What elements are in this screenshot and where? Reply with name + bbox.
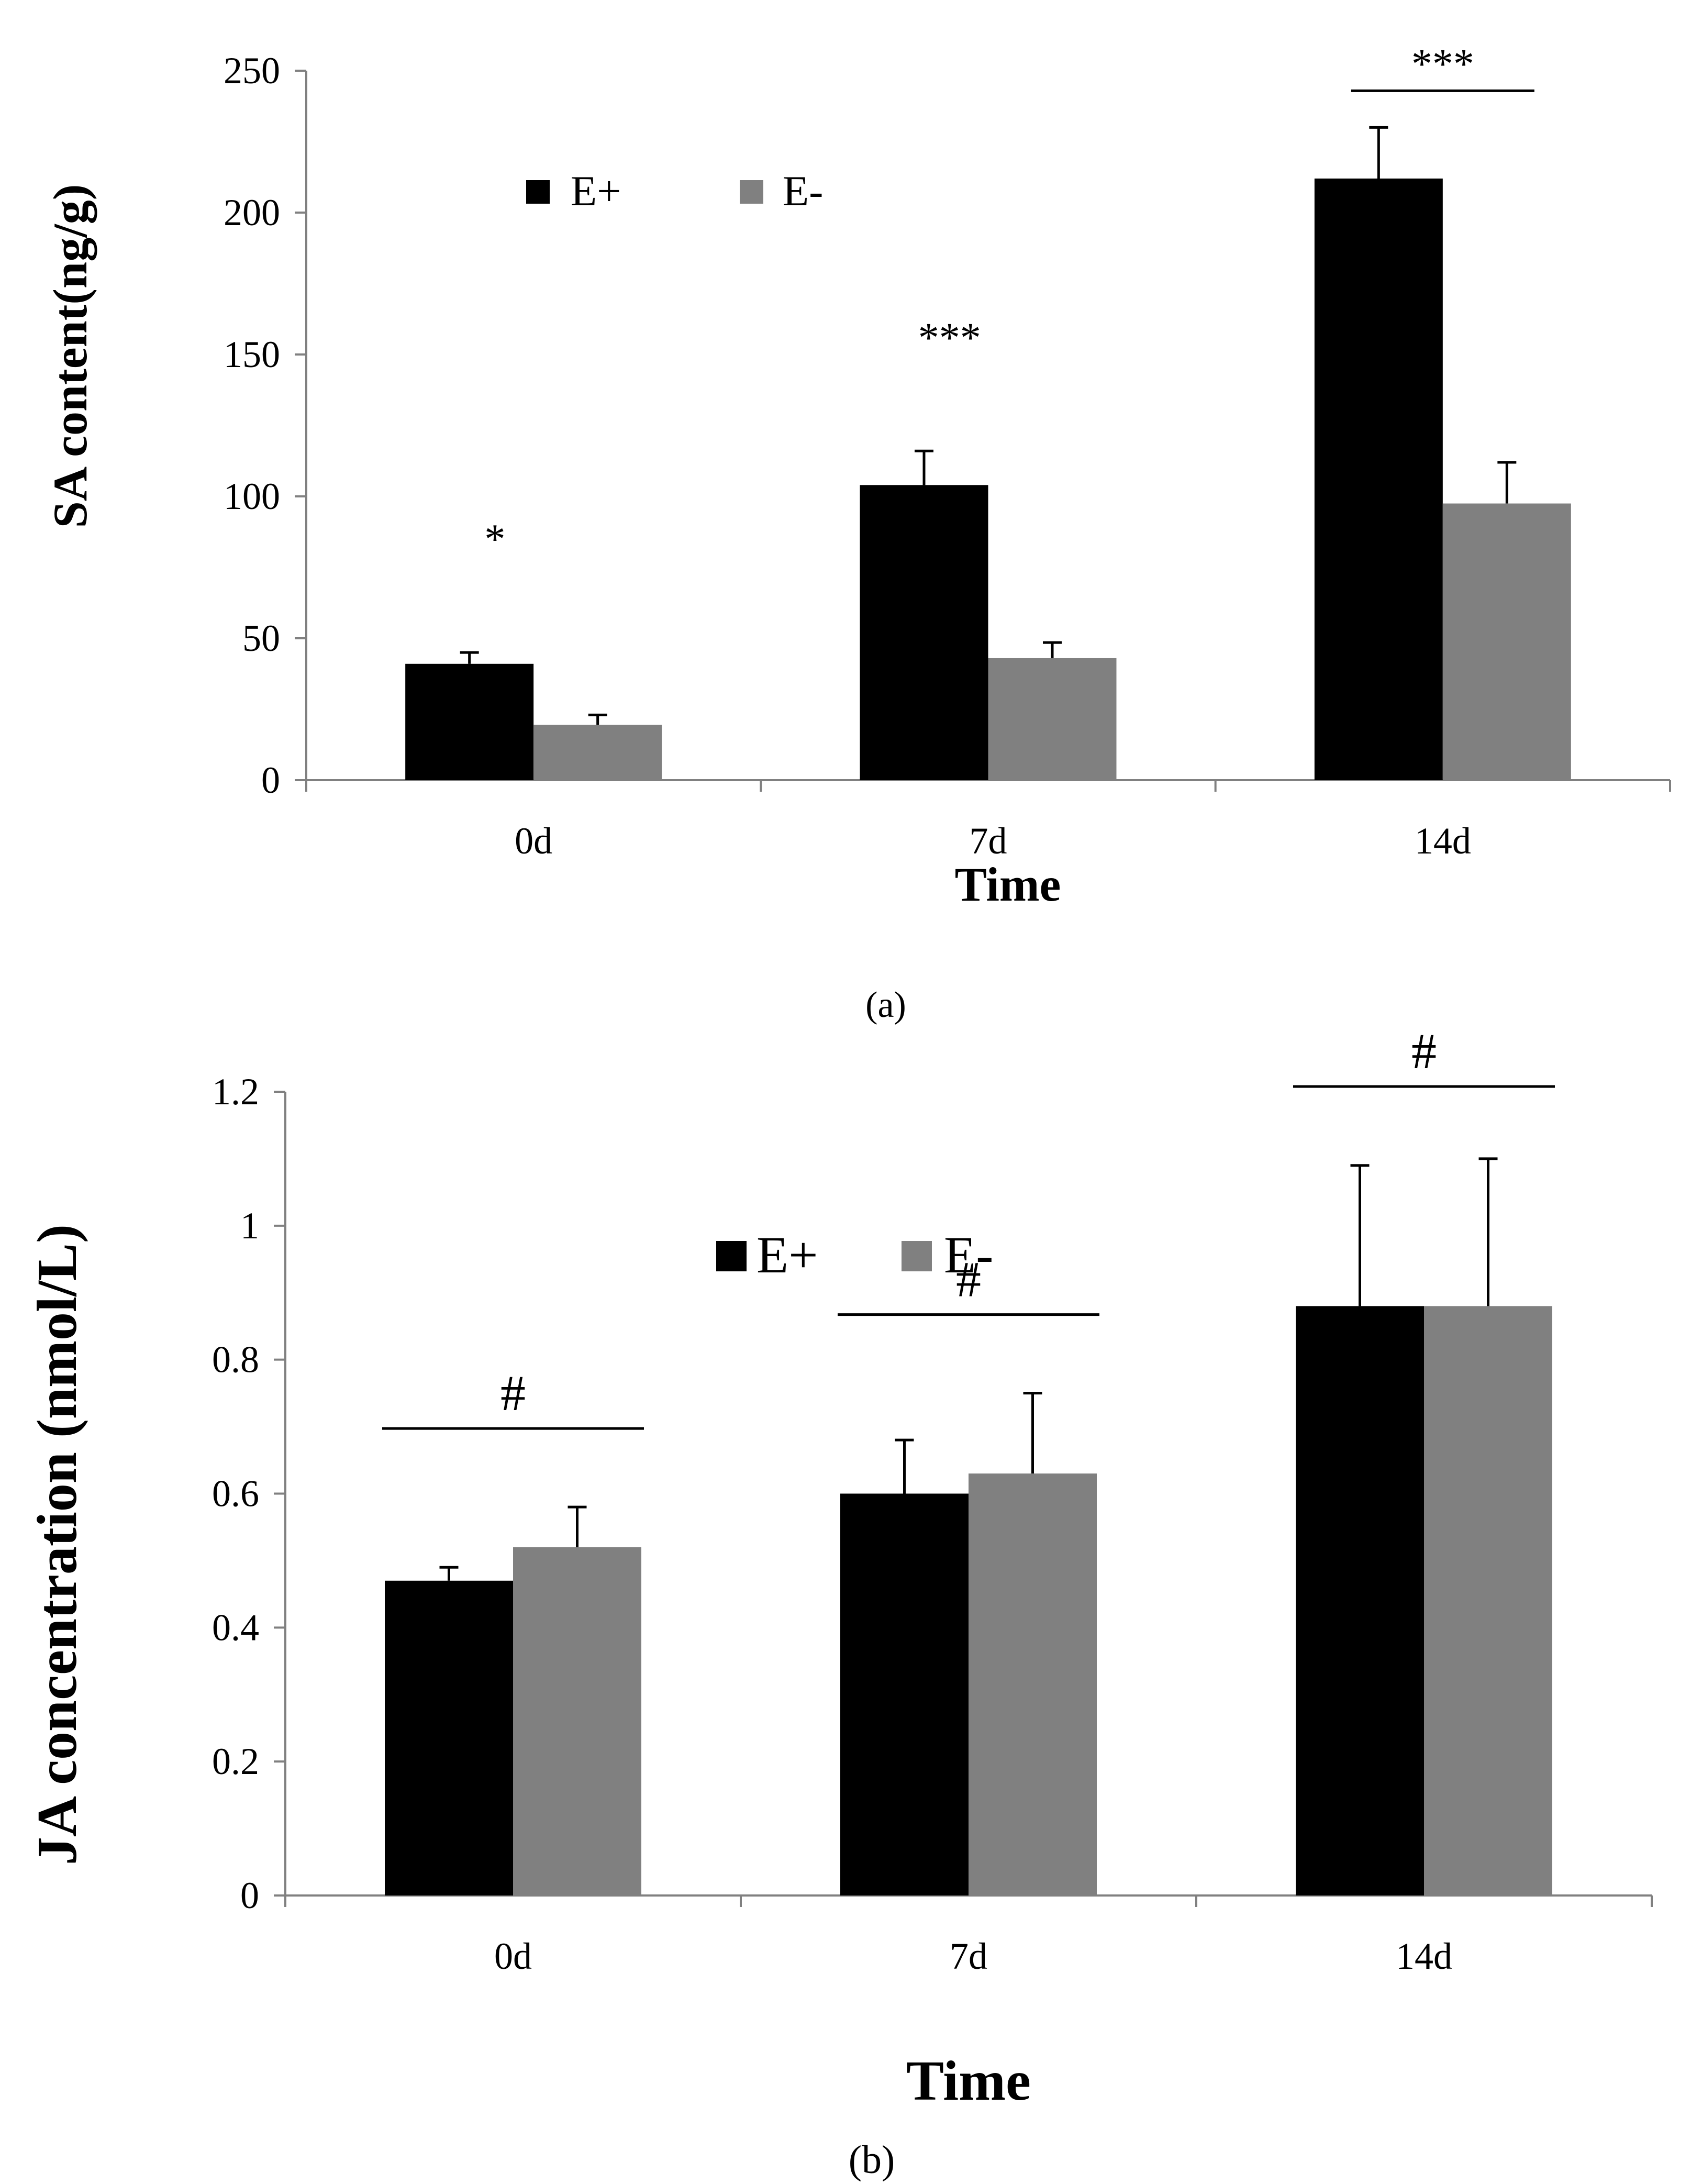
panel-b-y-tick-label: 0.8 (212, 1339, 259, 1381)
panel-a-bar-e-plus-7d (860, 485, 988, 780)
panel-a-bar-e-minus-0d (533, 725, 662, 780)
panel-a-y-tick-label: 50 (242, 617, 280, 659)
panel-a-plot-area: 0 50 100 150 200 250 0d * 7d *** 14d *** (224, 41, 1671, 862)
panel-b-significance-label: # (1411, 1023, 1437, 1079)
panel-b-plot-area: 0 0.2 0.4 0.6 0.8 1 1.2 0d #7d #14d # (212, 1023, 1653, 1977)
panel-a-x-tick-label: 0d (515, 820, 552, 862)
panel-a-y-tick-label: 250 (224, 50, 280, 92)
panel-b-y-tick-label: 0.6 (212, 1473, 259, 1515)
panel-b-y-tick-label: 0 (240, 1875, 259, 1916)
panel-b-x-tick-label: 7d (950, 1935, 987, 1977)
panel-a-bar-e-minus-7d (988, 658, 1117, 780)
panel-a-y-axis-title: SA content(ng/g) (43, 184, 97, 528)
panel-b-label: (b) (849, 2138, 895, 2182)
panel-b-y-axis-title: JA concentration (nmol/L) (26, 1224, 88, 1865)
panel-a-bar-e-minus-14d (1442, 503, 1571, 780)
panel-a-bar-e-plus-14d (1314, 178, 1443, 781)
panel-b-y-tick-label: 0.2 (212, 1740, 259, 1782)
legend-swatch-e-minus (902, 1241, 932, 1271)
panel-b-bar-e-minus-0d (513, 1547, 641, 1895)
panel-b-significance-label: # (956, 1251, 981, 1307)
legend-swatch-e-minus (740, 180, 763, 204)
panel-b-y-tick-label: 1 (240, 1205, 259, 1247)
panel-a-sa-content-chart: SA content(ng/g) Time (a) E+ E- 0 50 100 15… (43, 41, 1671, 1025)
panel-a-y-tick-label: 200 (224, 192, 280, 234)
panel-b-x-tick-label: 0d (494, 1935, 532, 1977)
panel-b-bar-e-minus-14d (1424, 1306, 1552, 1895)
legend-label-e-minus: E- (783, 167, 823, 215)
panel-b-y-tick-label: 1.2 (212, 1071, 259, 1113)
panel-b-x-tick-label: 14d (1396, 1935, 1452, 1977)
legend-swatch-e-plus (526, 180, 550, 204)
panel-a-x-tick-label: 14d (1415, 820, 1471, 862)
panel-b-bar-e-plus-0d (385, 1580, 513, 1895)
panel-b-y-tick-label: 0.4 (212, 1606, 259, 1648)
panel-b-significance-label: # (500, 1365, 526, 1421)
legend-swatch-e-plus (716, 1241, 747, 1271)
panel-a-y-tick-label: 150 (224, 334, 280, 375)
panel-a-bar-e-plus-0d (405, 663, 534, 780)
panel-b-bar-e-plus-7d (840, 1493, 969, 1895)
panel-a-y-tick-label: 100 (224, 475, 280, 517)
panel-a-significance-label: *** (1411, 41, 1474, 87)
legend-label-e-plus: E+ (571, 167, 621, 215)
panel-b-legend: E+ E- (716, 1226, 993, 1284)
panel-a-legend: E+ E- (526, 167, 823, 215)
panel-a-x-tick-label: 7d (970, 820, 1007, 862)
panel-b-bar-e-plus-14d (1296, 1306, 1424, 1895)
legend-label-e-plus: E+ (756, 1226, 818, 1284)
legend-label-e-minus: E- (944, 1226, 993, 1284)
panel-a-label: (a) (865, 985, 906, 1025)
panel-a-significance-label: * (484, 516, 505, 562)
panel-a-y-tick-label: 0 (261, 759, 280, 801)
panel-b-ja-concentration-chart: JA concentration (nmol/L) Time (b) E+ E-… (26, 1023, 1653, 2182)
panel-b-bar-e-minus-7d (969, 1473, 1097, 1895)
panel-b-x-axis-title: Time (906, 2050, 1031, 2112)
panel-a-significance-label: *** (918, 315, 981, 361)
panel-a-x-axis-title: Time (955, 858, 1061, 911)
